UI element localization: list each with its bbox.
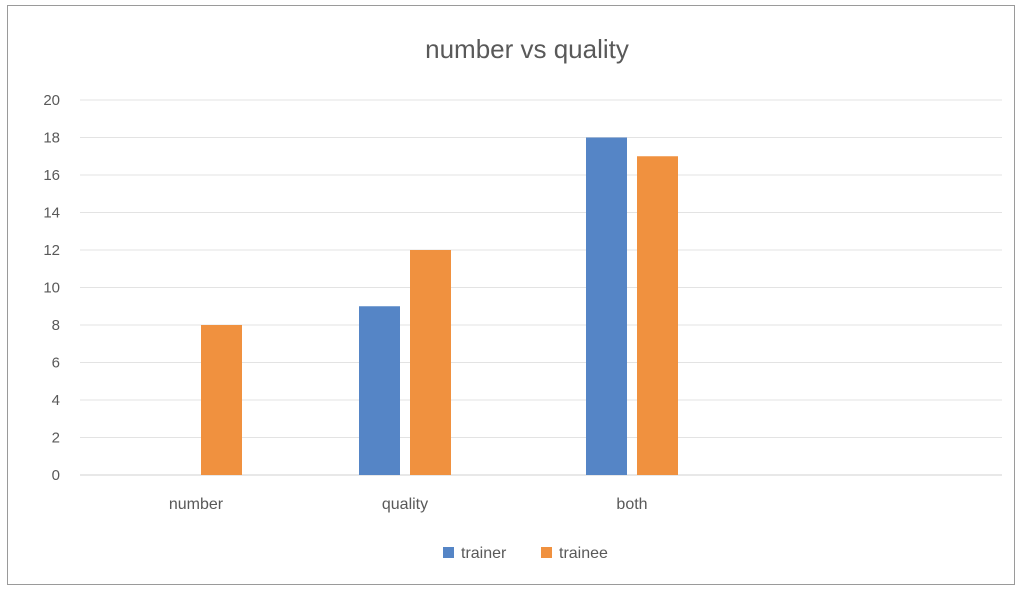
y-tick-label: 4 [52,392,60,409]
y-tick-label: 16 [43,167,60,184]
x-category-label: quality [382,496,428,513]
x-category-label: both [616,496,647,513]
legend: trainer trainee [443,545,608,562]
legend-swatch-trainer [443,547,454,558]
y-tick-label: 2 [52,430,60,447]
y-tick-label: 14 [43,205,60,222]
y-tick-label: 8 [52,317,60,334]
legend-swatch-trainee [541,547,552,558]
bar-trainee-both [637,156,678,475]
bar-trainer-quality [359,306,400,475]
bar-trainee-number [201,325,242,475]
y-tick-label: 12 [43,242,60,259]
x-category-label: number [169,496,224,513]
legend-label-trainee: trainee [559,545,608,562]
y-tick-label: 18 [43,130,60,147]
bar-trainer-both [586,137,627,475]
chart-title: number vs quality [425,34,629,64]
chart-frame [7,5,1015,585]
y-tick-label: 6 [52,355,60,372]
legend-label-trainer: trainer [461,545,507,562]
x-axis-categories: number quality both [169,496,648,513]
y-tick-label: 10 [43,280,60,297]
y-tick-label: 0 [52,467,60,484]
y-tick-label: 20 [43,92,60,109]
bars [201,137,678,475]
y-axis-ticks: 0 2 4 6 8 10 12 14 16 18 20 [43,92,60,484]
bar-trainee-quality [410,250,451,475]
